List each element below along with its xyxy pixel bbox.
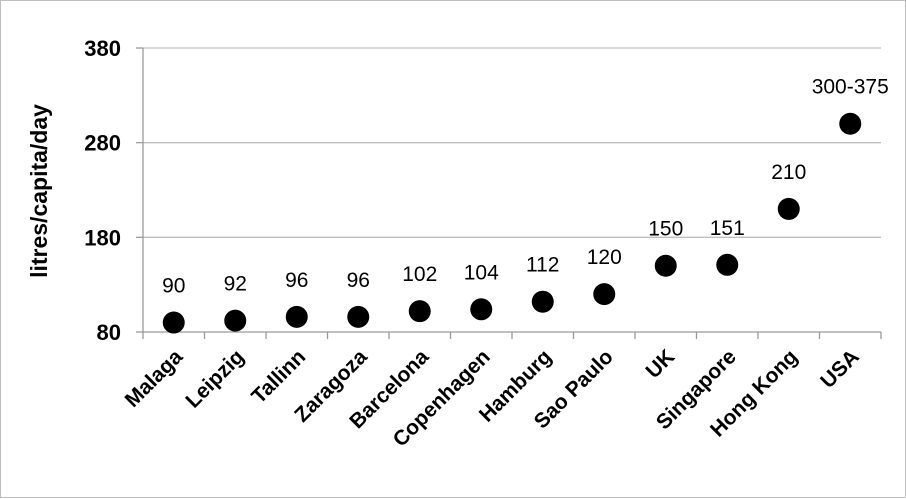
data-point-sao-paulo xyxy=(593,283,616,306)
data-label: 150 xyxy=(648,218,683,241)
data-point-copenhagen xyxy=(470,298,493,321)
data-label: 210 xyxy=(771,161,806,184)
data-label: 120 xyxy=(587,246,622,269)
x-axis-category-labels: MalagaLeipzigTallinnZaragozaBarcelonaCop… xyxy=(121,345,864,451)
data-point-singapore xyxy=(716,253,739,276)
data-point-malaga xyxy=(162,311,185,334)
data-point-leipzig xyxy=(224,309,247,332)
y-tick-label: 180 xyxy=(84,225,121,250)
y-tick-label: 280 xyxy=(84,131,121,156)
data-point-zaragoza xyxy=(347,305,370,328)
x-category-label: Leipzig xyxy=(181,345,248,412)
x-category-label: USA xyxy=(816,345,864,393)
data-label: 102 xyxy=(402,263,437,286)
data-label: 151 xyxy=(710,217,745,240)
y-tick-label: 80 xyxy=(97,320,121,345)
data-point-tallinn xyxy=(285,305,308,328)
data-label: 112 xyxy=(526,254,559,277)
data-label: 92 xyxy=(224,273,247,296)
y-tick-label: 380 xyxy=(84,36,121,61)
data-label: 90 xyxy=(162,275,185,298)
y-axis-title: litres/capita/day xyxy=(26,104,52,278)
data-point-usa xyxy=(839,112,862,135)
data-points xyxy=(162,112,862,334)
data-label: 96 xyxy=(347,269,370,292)
y-axis-ticks: 80 180 280 380 xyxy=(84,36,121,345)
data-label: 300-375 xyxy=(812,76,889,99)
x-category-label: Malaga xyxy=(121,345,188,412)
x-category-label: UK xyxy=(642,345,680,383)
data-labels: 90 92 96 96 102 104 112 120 150 151 210 300-375 xyxy=(162,76,889,298)
data-point-barcelona xyxy=(408,300,431,323)
data-point-hamburg xyxy=(531,290,554,313)
data-label: 104 xyxy=(464,261,499,284)
gridlines xyxy=(136,47,882,339)
data-point-uk xyxy=(654,254,677,277)
data-point-hong-kong xyxy=(777,197,800,220)
data-label: 96 xyxy=(285,269,308,292)
